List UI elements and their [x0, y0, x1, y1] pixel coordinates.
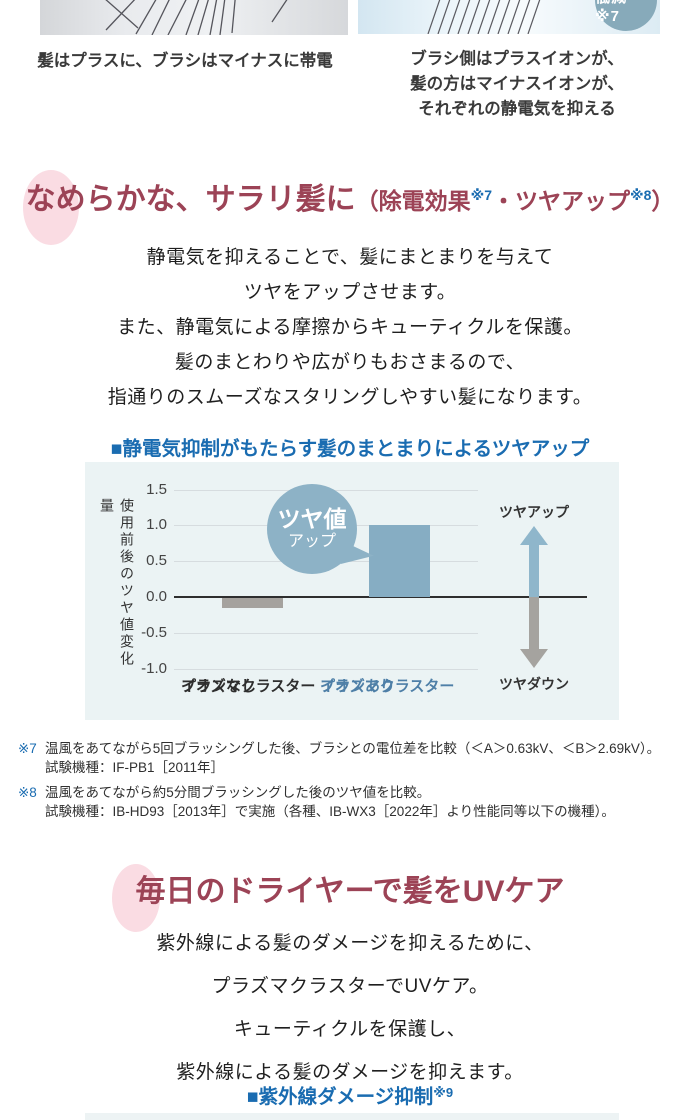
hair-static-illustration [40, 0, 348, 35]
body-line: また、静電気による摩擦からキューティクルを保護。 [117, 317, 583, 338]
zero-axis-line [174, 596, 587, 598]
footnote-text: 温風をあてながら5回ブラッシングした後、ブラシとの電位差を比較（＜A＞0.63k… [45, 739, 690, 777]
heading-main-text: なめらかな、サラリ髪に [25, 183, 356, 216]
footnote-ref-7: ※7 [470, 187, 492, 203]
body-line: ツヤをアップさせます。 [243, 282, 457, 303]
footnote-text: 温風をあてながら約5分間ブラッシングした後のツヤ値を比較。 試験機種：IB-HD… [45, 783, 690, 821]
category-line: プラズマクラスター [181, 678, 316, 695]
chart-title: ■静電気抑制がもたらす髪のまとまりによるツヤアップ [110, 438, 590, 460]
section-heading-smooth: なめらかな、サラリ髪に（除電効果※7・ツヤアップ※8） [0, 180, 700, 225]
up-arrow-icon [520, 526, 548, 545]
body-line: 紫外線による髪のダメージを抑えるために、 [156, 933, 544, 954]
y-tick: -1.0 [141, 660, 167, 677]
category-line: プラズマクラスター [320, 678, 455, 695]
body-line: キューティクルを保護し、 [233, 1019, 467, 1040]
bar-no-ion [222, 598, 283, 608]
gloss-down-label: ツヤダウン [499, 676, 569, 692]
gloss-chart-panel: 使用前後のツヤ値変化量 1.5 1.0 0.5 0.0 -0.5 -1.0 ツヤ… [85, 462, 619, 720]
footnotes: ※7 温風をあてながら5回ブラッシングした後、ブラシとの電位差を比較（＜A＞0.… [18, 739, 690, 827]
uv-chart-title-text: ■紫外線ダメージ抑制 [246, 1086, 434, 1108]
uv-chart-title: ■紫外線ダメージ抑制※9 [0, 1080, 700, 1109]
footnote-line: 温風をあてながら5回ブラッシングした後、ブラシとの電位差を比較（＜A＞0.63k… [45, 741, 661, 756]
heading-sub-text: ） [651, 188, 675, 214]
y-tick: 0.0 [146, 588, 167, 605]
footnote-ref-9: ※9 [433, 1085, 454, 1100]
category-line: イオンあり [320, 678, 396, 695]
reduction-badge-label: 低減 ※7 [595, 0, 626, 25]
hair-strands-icon [427, 0, 541, 34]
heading-accent-ellipse [23, 170, 79, 245]
y-tick: 0.5 [146, 552, 167, 569]
figure-caption-left: 髪はプラスに、ブラシはマイナスに帯電 [37, 52, 333, 70]
hair-ion-illustration: 低減 ※7 [358, 0, 660, 34]
heading-sub-text: ・ツヤアップ [492, 188, 630, 214]
hair-strands-icon [105, 0, 288, 35]
footnote-8: ※8 温風をあてながら約5分間ブラッシングした後のツヤ値を比較。 試験機種：IB… [18, 783, 690, 821]
gridline [174, 669, 478, 670]
section-body-uv: 紫外線による髪のダメージを抑えるために、 プラズマクラスターでUVケア。 キュー… [0, 922, 700, 1094]
down-arrow-icon [520, 649, 548, 668]
caption-line: ブラシ側はプラスイオンが、 [410, 50, 624, 68]
footnote-ref-8: ※8 [630, 187, 652, 203]
y-tick: -0.5 [141, 624, 167, 641]
up-arrow-icon [529, 544, 539, 597]
down-arrow-icon [529, 597, 539, 650]
body-line: 髪のまとわりや広がりもおさまるので、 [174, 352, 526, 373]
body-line: 静電気を抑えることで、髪にまとまりを与えて [146, 247, 554, 268]
gloss-up-label: ツヤアップ [499, 504, 569, 520]
gloss-up-bubble: ツヤ値 アップ [267, 484, 357, 574]
chart-y-axis-label: 使用前後のツヤ値変化量 [99, 498, 135, 668]
caption-line: それぞれの静電気を抑える [418, 100, 616, 118]
figure-caption-right: ブラシ側はプラスイオンが、 髪の方はマイナスイオンが、 それぞれの静電気を抑える [372, 47, 662, 122]
footnote-marker: ※7 [18, 741, 37, 756]
bubble-text: アップ [287, 533, 336, 550]
body-line: 指通りのスムーズなスタリングしやすい髪になります。 [107, 387, 593, 408]
next-chart-panel-top [85, 1113, 619, 1120]
heading-main-text: 毎日のドライヤーで髪をUVケア [135, 875, 565, 908]
footnote-line: 試験機種：IF-PB1［2011年］ [45, 760, 225, 775]
body-line: 紫外線による髪のダメージを抑えます。 [176, 1062, 524, 1083]
y-tick: 1.5 [146, 481, 167, 498]
section-body-smooth: 静電気を抑えることで、髪にまとまりを与えて ツヤをアップさせます。 また、静電気… [0, 240, 700, 415]
footnote-7: ※7 温風をあてながら5回ブラッシングした後、ブラシとの電位差を比較（＜A＞0.… [18, 739, 690, 777]
footnote-line: 温風をあてながら約5分間ブラッシングした後のツヤ値を比較。 [45, 785, 431, 800]
bubble-text: ツヤ値 [277, 506, 347, 532]
footnote-line: 試験機種：IB-HD93［2013年］で実施（各種、IB-WX3［2022年］よ… [45, 804, 615, 819]
gridline [174, 633, 478, 634]
section-heading-uv: 毎日のドライヤーで髪をUVケア [0, 872, 700, 917]
caption-line: 髪の方はマイナスイオンが、 [410, 75, 624, 93]
body-line: プラズマクラスターでUVケア。 [211, 976, 489, 997]
y-tick: 1.0 [146, 516, 167, 533]
heading-sub-text: （除電効果 [355, 188, 471, 214]
footnote-marker: ※8 [18, 785, 37, 800]
bar-with-ion [369, 525, 430, 597]
heading-accent-ellipse [112, 864, 160, 932]
category-line: イオンなし [181, 678, 257, 695]
